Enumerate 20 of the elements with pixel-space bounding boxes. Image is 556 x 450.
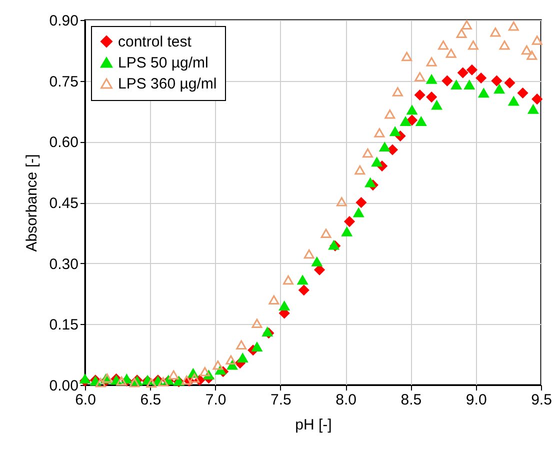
x-tick-label: 7.0 — [205, 392, 226, 408]
y-tick-label: 0.90 — [49, 12, 78, 30]
y-tick-label: 0.75 — [49, 73, 78, 90]
legend-label: LPS 50 µg/ml — [118, 54, 208, 72]
legend-label: control test — [118, 34, 192, 50]
y-tick-label: 0.45 — [49, 195, 78, 212]
x-tick-label: 9.0 — [466, 392, 487, 408]
x-axis-title: pH [-] — [295, 416, 332, 434]
legend-label: LPS 360 µg/ml — [118, 76, 217, 92]
x-tick-label: 8.0 — [336, 392, 356, 408]
y-tick-label: 0.60 — [49, 134, 78, 152]
x-tick-label: 7.5 — [270, 392, 292, 408]
x-tick-label: 6.5 — [140, 392, 162, 408]
y-tick-label: 0.30 — [49, 256, 78, 273]
x-tick-label: 8.5 — [400, 392, 422, 408]
y-tick-label: 0.15 — [49, 316, 78, 334]
y-tick-label: 0.00 — [49, 378, 78, 394]
x-tick-label: 6.0 — [75, 392, 96, 408]
x-tick-label: 9.5 — [531, 392, 552, 408]
y-axis-title: Absorbance [-] — [23, 154, 40, 252]
